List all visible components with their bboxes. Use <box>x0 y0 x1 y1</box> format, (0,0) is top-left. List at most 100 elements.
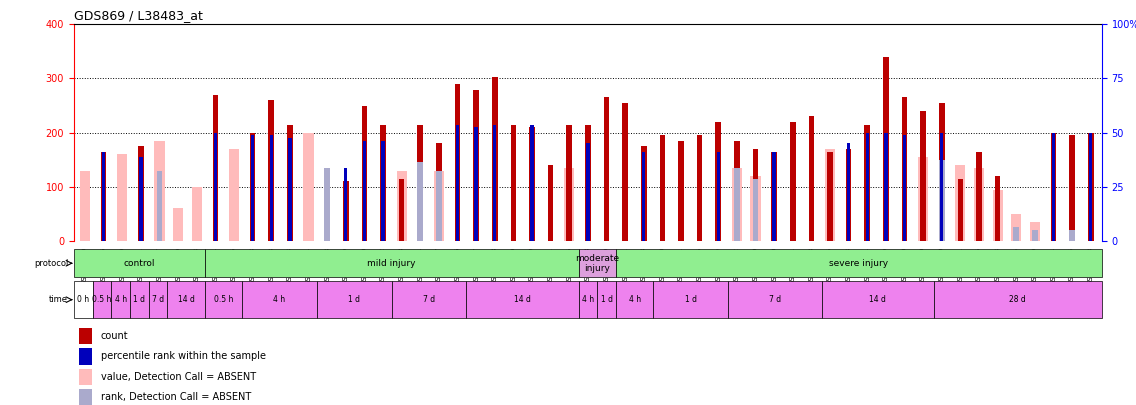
Bar <box>1013 228 1019 241</box>
Text: 1 d: 1 d <box>133 295 145 304</box>
Text: 1 d: 1 d <box>601 295 612 304</box>
Bar <box>1069 230 1075 241</box>
Bar <box>204 281 242 318</box>
Bar <box>578 281 598 318</box>
Bar <box>139 146 144 241</box>
Text: 14 d: 14 d <box>869 295 886 304</box>
Bar <box>531 124 534 241</box>
Text: 14 d: 14 d <box>513 295 531 304</box>
Bar <box>474 90 479 241</box>
Bar <box>436 171 442 241</box>
Bar <box>772 151 776 241</box>
Bar <box>343 181 349 241</box>
Bar <box>753 179 759 241</box>
Bar <box>976 151 982 241</box>
Text: 7 d: 7 d <box>152 295 164 304</box>
Bar <box>436 143 442 241</box>
Text: 4 h: 4 h <box>274 295 285 304</box>
Bar <box>74 281 92 318</box>
Text: 4 h: 4 h <box>582 295 594 304</box>
Bar <box>939 103 944 241</box>
Bar <box>417 162 423 241</box>
Bar <box>140 157 142 241</box>
Bar <box>918 157 928 241</box>
Bar <box>993 190 1003 241</box>
Bar <box>204 249 578 277</box>
Bar <box>578 249 616 277</box>
Bar <box>734 168 740 241</box>
Bar <box>717 151 720 241</box>
Text: 7 d: 7 d <box>769 295 780 304</box>
Bar <box>242 281 317 318</box>
Bar <box>653 281 728 318</box>
Text: severe injury: severe injury <box>829 259 888 268</box>
Bar <box>903 135 907 241</box>
Bar <box>80 328 92 344</box>
Bar <box>623 103 628 241</box>
Bar <box>678 141 684 241</box>
Bar <box>268 100 274 241</box>
Bar <box>955 165 966 241</box>
Bar <box>74 249 204 277</box>
Bar <box>149 281 167 318</box>
Bar <box>399 179 404 241</box>
Bar <box>598 281 616 318</box>
Text: 1 d: 1 d <box>685 295 696 304</box>
Bar <box>154 141 165 241</box>
Bar <box>344 168 348 241</box>
Text: 7 d: 7 d <box>423 295 435 304</box>
Bar <box>396 171 407 241</box>
Bar <box>475 127 478 241</box>
Bar <box>660 135 666 241</box>
Bar <box>616 281 653 318</box>
Bar <box>392 281 467 318</box>
Bar <box>80 348 92 364</box>
Text: 4 h: 4 h <box>628 295 641 304</box>
Bar <box>454 84 460 241</box>
Bar <box>157 171 162 241</box>
Bar <box>250 133 256 241</box>
Bar <box>821 281 934 318</box>
Bar <box>941 133 943 241</box>
Bar <box>289 138 292 241</box>
Text: control: control <box>124 259 154 268</box>
Text: mild injury: mild injury <box>367 259 416 268</box>
Bar <box>827 151 833 241</box>
Bar <box>920 111 926 241</box>
Bar <box>825 149 835 241</box>
Text: value, Detection Call = ABSENT: value, Detection Call = ABSENT <box>101 372 256 382</box>
Text: 14 d: 14 d <box>177 295 194 304</box>
Text: 28 d: 28 d <box>1010 295 1026 304</box>
Bar <box>434 171 444 241</box>
Bar <box>467 281 578 318</box>
Bar <box>303 133 314 241</box>
Bar <box>130 281 149 318</box>
Bar <box>548 165 553 241</box>
Bar <box>995 176 1001 241</box>
Bar <box>934 281 1102 318</box>
Bar <box>417 124 423 241</box>
Bar <box>111 281 130 318</box>
Text: 0.5 h: 0.5 h <box>214 295 233 304</box>
Bar <box>696 135 702 241</box>
Bar <box>493 124 496 241</box>
Bar <box>529 127 535 241</box>
Text: 1 d: 1 d <box>349 295 360 304</box>
Bar <box>809 116 815 241</box>
Bar <box>1052 133 1055 241</box>
Bar <box>382 141 385 241</box>
Bar <box>101 151 107 241</box>
Bar <box>642 151 645 241</box>
Text: GDS869 / L38483_at: GDS869 / L38483_at <box>74 9 202 22</box>
Bar <box>251 135 254 241</box>
Bar <box>616 249 1102 277</box>
Bar <box>80 389 92 405</box>
Bar <box>1051 133 1056 241</box>
Bar <box>102 151 106 241</box>
Bar <box>228 149 240 241</box>
Bar <box>269 135 273 241</box>
Text: rank, Detection Call = ABSENT: rank, Detection Call = ABSENT <box>101 392 251 402</box>
Bar <box>866 133 869 241</box>
Bar <box>167 281 204 318</box>
Bar <box>884 133 887 241</box>
